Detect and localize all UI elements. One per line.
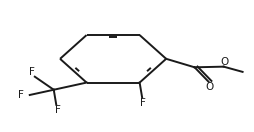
Text: F: F bbox=[19, 90, 24, 100]
Text: F: F bbox=[29, 67, 35, 77]
Text: F: F bbox=[140, 98, 146, 108]
Text: O: O bbox=[220, 57, 228, 67]
Text: O: O bbox=[206, 82, 214, 92]
Text: F: F bbox=[55, 105, 60, 115]
